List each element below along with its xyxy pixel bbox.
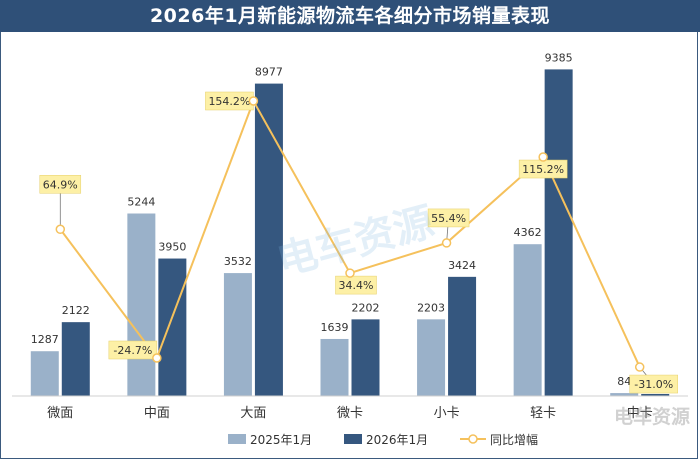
growth-point xyxy=(345,268,355,278)
bar-value-label: 2202 xyxy=(352,301,380,314)
growth-label-box xyxy=(427,208,470,228)
bar-value-label: 1639 xyxy=(321,321,349,334)
category-label: 小卡 xyxy=(434,406,460,421)
bar-2026-4 xyxy=(448,276,477,396)
category-label: 大面 xyxy=(240,406,266,421)
bars-layer xyxy=(30,69,670,396)
growth-point xyxy=(634,362,645,372)
legend-swatch xyxy=(228,434,246,444)
bar-2026-2 xyxy=(254,83,283,396)
chart-title: 2026年1月新能源物流车各细分市场销量表现 xyxy=(149,5,551,27)
legend-line-marker xyxy=(468,434,478,444)
bar-value-label: 9385 xyxy=(545,51,573,64)
bar-value-label: 84 xyxy=(617,375,631,388)
growth-label: 34.4% xyxy=(339,279,374,292)
category-label: 微卡 xyxy=(337,406,363,421)
growth-label: -31.0% xyxy=(634,378,673,391)
growth-label: 55.4% xyxy=(431,212,466,225)
growth-point xyxy=(441,238,452,248)
growth-point xyxy=(248,96,259,106)
watermark-corner: 电车资源 xyxy=(614,405,690,428)
growth-label: 115.2% xyxy=(522,163,564,176)
category-label: 轻卡 xyxy=(530,406,556,421)
bar-value-label: 2122 xyxy=(62,304,90,317)
bar-2026-1 xyxy=(158,258,187,396)
category-labels-layer: 微面 中面 大面 微卡 小卡 轻卡 中卡 xyxy=(47,406,652,421)
category-label: 中卡 xyxy=(627,406,653,421)
bar-value-label: 3532 xyxy=(224,255,252,268)
growth-point xyxy=(538,152,548,162)
bar-2025-0 xyxy=(30,351,59,396)
growth-label-box xyxy=(629,374,678,394)
bar-2025-1 xyxy=(127,213,156,396)
legend-label: 同比增幅 xyxy=(490,432,538,447)
bar-2026-6 xyxy=(641,393,670,396)
growth-label: 64.9% xyxy=(43,178,78,191)
category-label: 微面 xyxy=(47,406,73,421)
bar-value-label: 2203 xyxy=(417,301,445,314)
growth-point xyxy=(152,353,162,363)
bar-value-label: 1287 xyxy=(31,333,59,346)
legend-label: 2025年1月 xyxy=(250,433,312,447)
bar-2025-3 xyxy=(320,338,349,396)
bar-2025-6 xyxy=(610,393,639,396)
bar-2025-5 xyxy=(513,244,542,396)
growth-label-box xyxy=(39,175,82,194)
growth-point xyxy=(55,224,66,235)
bar-value-label: 3424 xyxy=(448,259,476,272)
bar-value-label: 5244 xyxy=(127,196,155,209)
growth-label-box xyxy=(335,275,377,295)
growth-label: -24.7% xyxy=(113,344,152,357)
legend-label: 2026年1月 xyxy=(366,433,428,447)
bar-value-label: 3950 xyxy=(158,241,186,254)
growth-line-layer: 64.9% -24.7% 154.2% 34.4% 55.4% 115.2% -31.0% xyxy=(39,91,678,394)
bar-2026-3 xyxy=(351,319,380,396)
bar-value-label: 4362 xyxy=(514,226,542,239)
title-bar xyxy=(0,0,700,32)
bar-2026-0 xyxy=(61,322,90,396)
bar-2026-5 xyxy=(544,69,573,396)
bar-2025-4 xyxy=(417,319,446,396)
bar-value-label: 8977 xyxy=(255,66,283,79)
legend: 2025年1月 2026年1月 同比增幅 xyxy=(228,432,538,447)
growth-label-box xyxy=(108,340,158,360)
bar-2025-2 xyxy=(223,273,252,396)
growth-label: 154.2% xyxy=(208,95,250,108)
category-label: 中面 xyxy=(144,406,170,421)
legend-swatch xyxy=(344,434,362,444)
